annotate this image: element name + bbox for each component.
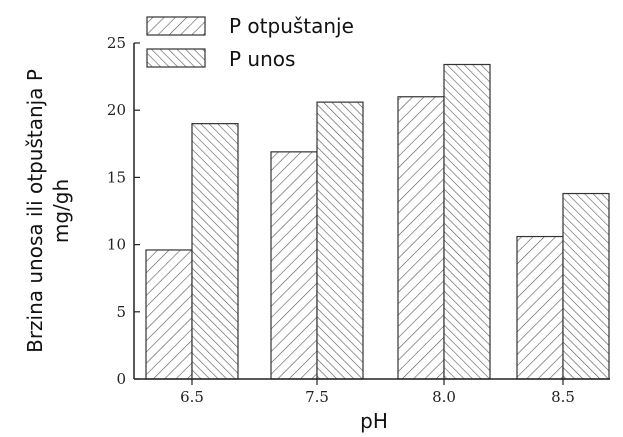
bar-series-1-ph-8.5 [516, 235, 564, 380]
y-tick-label-25: 25 [107, 34, 126, 52]
legend-swatch-p-otpustanje [146, 16, 206, 36]
bar-series-2-ph-8.0 [443, 63, 491, 380]
x-tick-label-8.0: 8.0 [432, 388, 456, 406]
bar-series-1-ph-6.5 [145, 249, 193, 380]
bar-series-2-ph-6.5 [191, 123, 239, 380]
bar-series-2-ph-8.5 [562, 192, 610, 380]
legend: P otpuštanje P unos [146, 14, 354, 71]
legend-swatch-p-unos [146, 48, 206, 68]
y-tick-label-0: 0 [116, 370, 126, 388]
x-tick-label-6.5: 6.5 [180, 388, 204, 406]
x-tick-label-7.5: 7.5 [305, 388, 329, 406]
bar-series-2-ph-7.5 [316, 101, 364, 380]
y-axis-title-unit: mg/gh [49, 179, 73, 243]
y-ticks: 0 5 10 15 20 25 [107, 34, 140, 388]
bars [145, 63, 610, 380]
x-ticks: 6.5 7.5 8.0 8.5 [180, 379, 575, 406]
x-tick-label-8.5: 8.5 [551, 388, 575, 406]
legend-label-p-unos: P unos [229, 47, 295, 71]
y-tick-label-5: 5 [116, 303, 126, 321]
y-tick-label-10: 10 [107, 236, 126, 254]
bar-series-1-ph-8.0 [397, 96, 445, 380]
y-axis-title: Brzina unosa ili otpuštanja P [23, 69, 47, 353]
x-axis-title: pH [360, 409, 388, 433]
legend-label-p-otpustanje: P otpuštanje [229, 14, 354, 38]
bar-series-1-ph-7.5 [270, 151, 318, 380]
y-tick-label-15: 15 [107, 168, 126, 186]
y-tick-label-20: 20 [107, 101, 126, 119]
